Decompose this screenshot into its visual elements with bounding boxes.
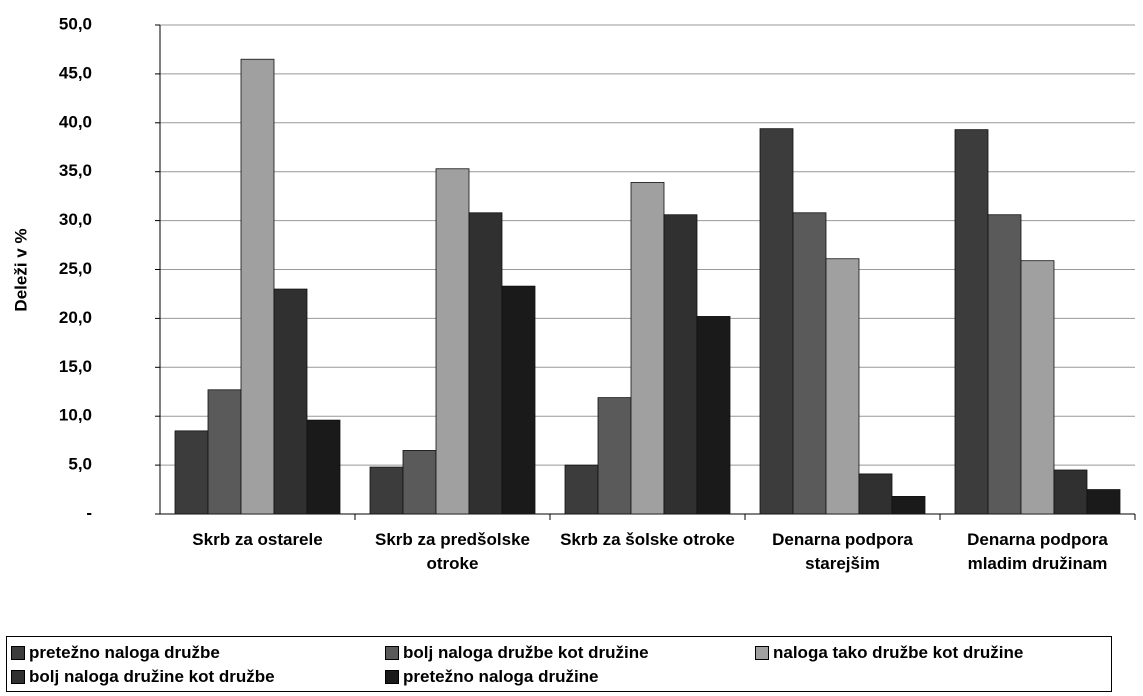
bar <box>273 288 308 515</box>
bar <box>696 316 731 515</box>
bar <box>663 214 698 515</box>
bar <box>858 473 893 515</box>
chart: Deleži v % - 5,0 10,0 15,0 20,0 25,0 30,0 35,0 4… <box>11 14 1136 522</box>
bar <box>891 495 926 515</box>
y-tick-label: - <box>86 503 92 522</box>
legend-item: bolj naloga družbe kot družine <box>385 643 649 663</box>
x-tick-label: Denarna podpora starejšim <box>772 530 913 573</box>
bar <box>759 128 794 515</box>
y-tick-label: 15,0 <box>59 357 92 376</box>
y-tick-label: 35,0 <box>59 161 92 180</box>
bar <box>174 430 209 515</box>
bar <box>792 212 827 515</box>
legend-label: bolj naloga družbe kot družine <box>403 643 649 662</box>
y-tick-label: 20,0 <box>59 308 92 327</box>
y-tick-label: 10,0 <box>59 406 92 425</box>
legend-swatch <box>11 670 25 684</box>
bar <box>1020 260 1055 515</box>
bar <box>369 466 404 515</box>
bar <box>468 212 503 515</box>
legend-swatch <box>385 670 399 684</box>
y-tick-label: 25,0 <box>59 259 92 278</box>
bar <box>564 464 599 515</box>
legend-label: bolj naloga družine kot družbe <box>29 667 275 686</box>
x-tick-label: Skrb za predšolske otroke <box>375 530 530 573</box>
bar <box>597 397 632 515</box>
y-tick-label: 50,0 <box>59 14 92 33</box>
bar <box>954 129 989 515</box>
legend-swatch <box>385 646 399 660</box>
bar <box>501 285 536 515</box>
legend-label: naloga tako družbe kot družine <box>773 643 1024 662</box>
bar <box>306 419 341 515</box>
legend-item: naloga tako družbe kot družine <box>755 643 1023 663</box>
bar <box>630 182 665 515</box>
legend-swatch <box>755 646 769 660</box>
y-tick-label: 40,0 <box>59 112 92 131</box>
y-tick-label: 45,0 <box>59 63 92 82</box>
legend-label: pretežno naloga družine <box>403 667 599 686</box>
y-tick-label: 30,0 <box>59 210 92 229</box>
bar <box>987 214 1022 515</box>
y-axis-label: Deleži v % <box>11 228 30 311</box>
x-tick-label: Denarna podpora mladim družinam <box>967 530 1108 573</box>
bar <box>240 58 275 515</box>
bar <box>1086 489 1121 515</box>
bar <box>435 168 470 515</box>
bar <box>402 450 437 515</box>
legend-label: pretežno naloga družbe <box>29 643 220 662</box>
bar <box>825 258 860 515</box>
x-tick-label: Skrb za ostarele <box>192 530 323 549</box>
y-tick-label: 5,0 <box>68 455 92 474</box>
legend-item: pretežno naloga družine <box>385 667 599 687</box>
bar <box>207 389 242 515</box>
legend-item: pretežno naloga družbe <box>11 643 220 663</box>
legend: pretežno naloga družbe bolj naloga družbe… <box>6 636 1112 692</box>
x-tick-label: Skrb za šolske otroke <box>560 530 735 549</box>
bar <box>1053 469 1088 515</box>
legend-swatch <box>11 646 25 660</box>
legend-item: bolj naloga družine kot družbe <box>11 667 275 687</box>
